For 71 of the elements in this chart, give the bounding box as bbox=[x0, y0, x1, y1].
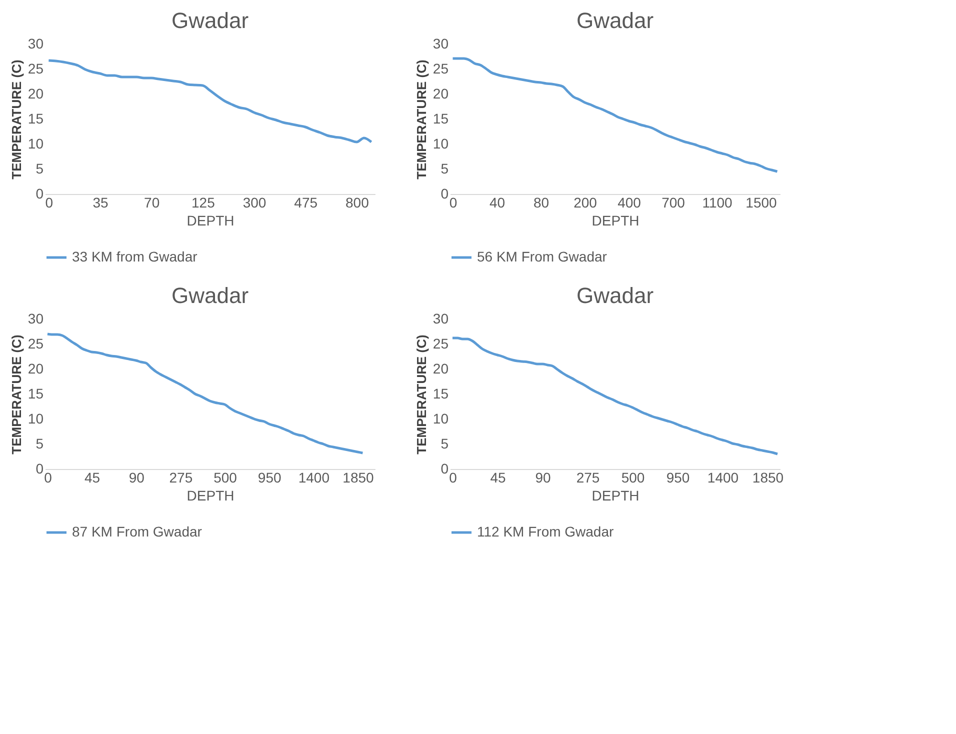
x-axis-title: DEPTH bbox=[592, 488, 640, 504]
y-tick-label: 20 bbox=[432, 86, 449, 102]
x-tick-label: 200 bbox=[574, 194, 598, 210]
y-tick-label: 15 bbox=[432, 110, 449, 126]
y-axis-title: TEMPERATURE (C) bbox=[414, 334, 429, 454]
y-tick-label: 10 bbox=[28, 136, 44, 152]
y-tick-label: 25 bbox=[432, 60, 449, 76]
y-tick-label: 30 bbox=[432, 310, 449, 326]
y-tick-label: 5 bbox=[440, 160, 449, 176]
line-series bbox=[452, 57, 778, 173]
y-tick-label: 10 bbox=[28, 410, 44, 426]
x-tick-label: 400 bbox=[618, 194, 642, 210]
line-series bbox=[47, 59, 373, 144]
x-tick-label: 300 bbox=[242, 194, 266, 210]
y-tick-label: 20 bbox=[28, 86, 44, 102]
x-tick-label: 45 bbox=[490, 470, 506, 486]
x-tick-label: 1850 bbox=[342, 470, 374, 486]
legend-label: 33 KM from Gwadar bbox=[72, 248, 198, 264]
x-tick-label: 275 bbox=[576, 470, 600, 486]
x-tick-label: 1400 bbox=[298, 470, 330, 486]
chart-title: Gwadar bbox=[171, 8, 249, 33]
x-tick-label: 90 bbox=[535, 470, 551, 486]
legend-label: 112 KM From Gwadar bbox=[477, 524, 614, 540]
y-tick-label: 10 bbox=[432, 410, 449, 426]
y-tick-label: 15 bbox=[28, 386, 44, 402]
x-tick-label: 275 bbox=[169, 470, 193, 486]
y-tick-label: 25 bbox=[28, 60, 44, 76]
line-series bbox=[451, 336, 779, 456]
x-tick-label: 45 bbox=[84, 470, 100, 486]
chart-title: Gwadar bbox=[576, 8, 654, 33]
line-series bbox=[46, 332, 364, 454]
y-axis-title: TEMPERATURE (C) bbox=[8, 60, 24, 180]
y-tick-label: 25 bbox=[432, 336, 449, 352]
y-tick-label: 15 bbox=[28, 110, 44, 126]
y-tick-label: 30 bbox=[432, 36, 449, 52]
x-tick-label: 475 bbox=[294, 194, 318, 210]
y-axis-title: TEMPERATURE (C) bbox=[8, 334, 24, 454]
y-tick-label: 5 bbox=[440, 436, 449, 452]
x-tick-label: 500 bbox=[621, 470, 645, 486]
y-tick-label: 30 bbox=[28, 310, 44, 326]
x-tick-label: 40 bbox=[489, 194, 506, 210]
y-axis-title: TEMPERATURE (C) bbox=[414, 60, 429, 180]
x-tick-label: 950 bbox=[258, 470, 282, 486]
y-tick-label: 20 bbox=[28, 360, 44, 376]
x-tick-label: 90 bbox=[128, 470, 145, 486]
x-tick-label: 700 bbox=[662, 194, 686, 210]
x-tick-label: 70 bbox=[144, 194, 160, 210]
x-axis-title: DEPTH bbox=[186, 212, 234, 228]
y-tick-label: 10 bbox=[432, 136, 449, 152]
x-tick-label: 1100 bbox=[702, 194, 733, 210]
y-tick-label: 15 bbox=[432, 386, 449, 402]
x-tick-label: 125 bbox=[191, 194, 216, 210]
chart-title: Gwadar bbox=[576, 283, 654, 308]
y-tick-label: 5 bbox=[36, 160, 44, 176]
x-axis-title: DEPTH bbox=[592, 212, 640, 228]
x-tick-label: 35 bbox=[92, 194, 108, 210]
x-tick-label: 80 bbox=[533, 194, 550, 210]
x-axis-title: DEPTH bbox=[186, 488, 234, 504]
y-tick-label: 20 bbox=[432, 360, 449, 376]
x-tick-label: 800 bbox=[345, 194, 370, 210]
x-tick-label: 950 bbox=[666, 470, 690, 486]
x-tick-label: 1400 bbox=[707, 470, 739, 486]
chart-title: Gwadar bbox=[171, 283, 249, 308]
y-tick-label: 25 bbox=[28, 336, 44, 352]
y-tick-label: 30 bbox=[28, 36, 44, 52]
x-tick-label: 1850 bbox=[752, 470, 784, 486]
x-tick-label: 500 bbox=[214, 470, 238, 486]
x-tick-label: 1500 bbox=[746, 194, 778, 210]
y-tick-label: 5 bbox=[36, 436, 44, 452]
legend-label: 87 KM From Gwadar bbox=[72, 524, 202, 540]
legend-label: 56 KM From Gwadar bbox=[477, 248, 608, 264]
